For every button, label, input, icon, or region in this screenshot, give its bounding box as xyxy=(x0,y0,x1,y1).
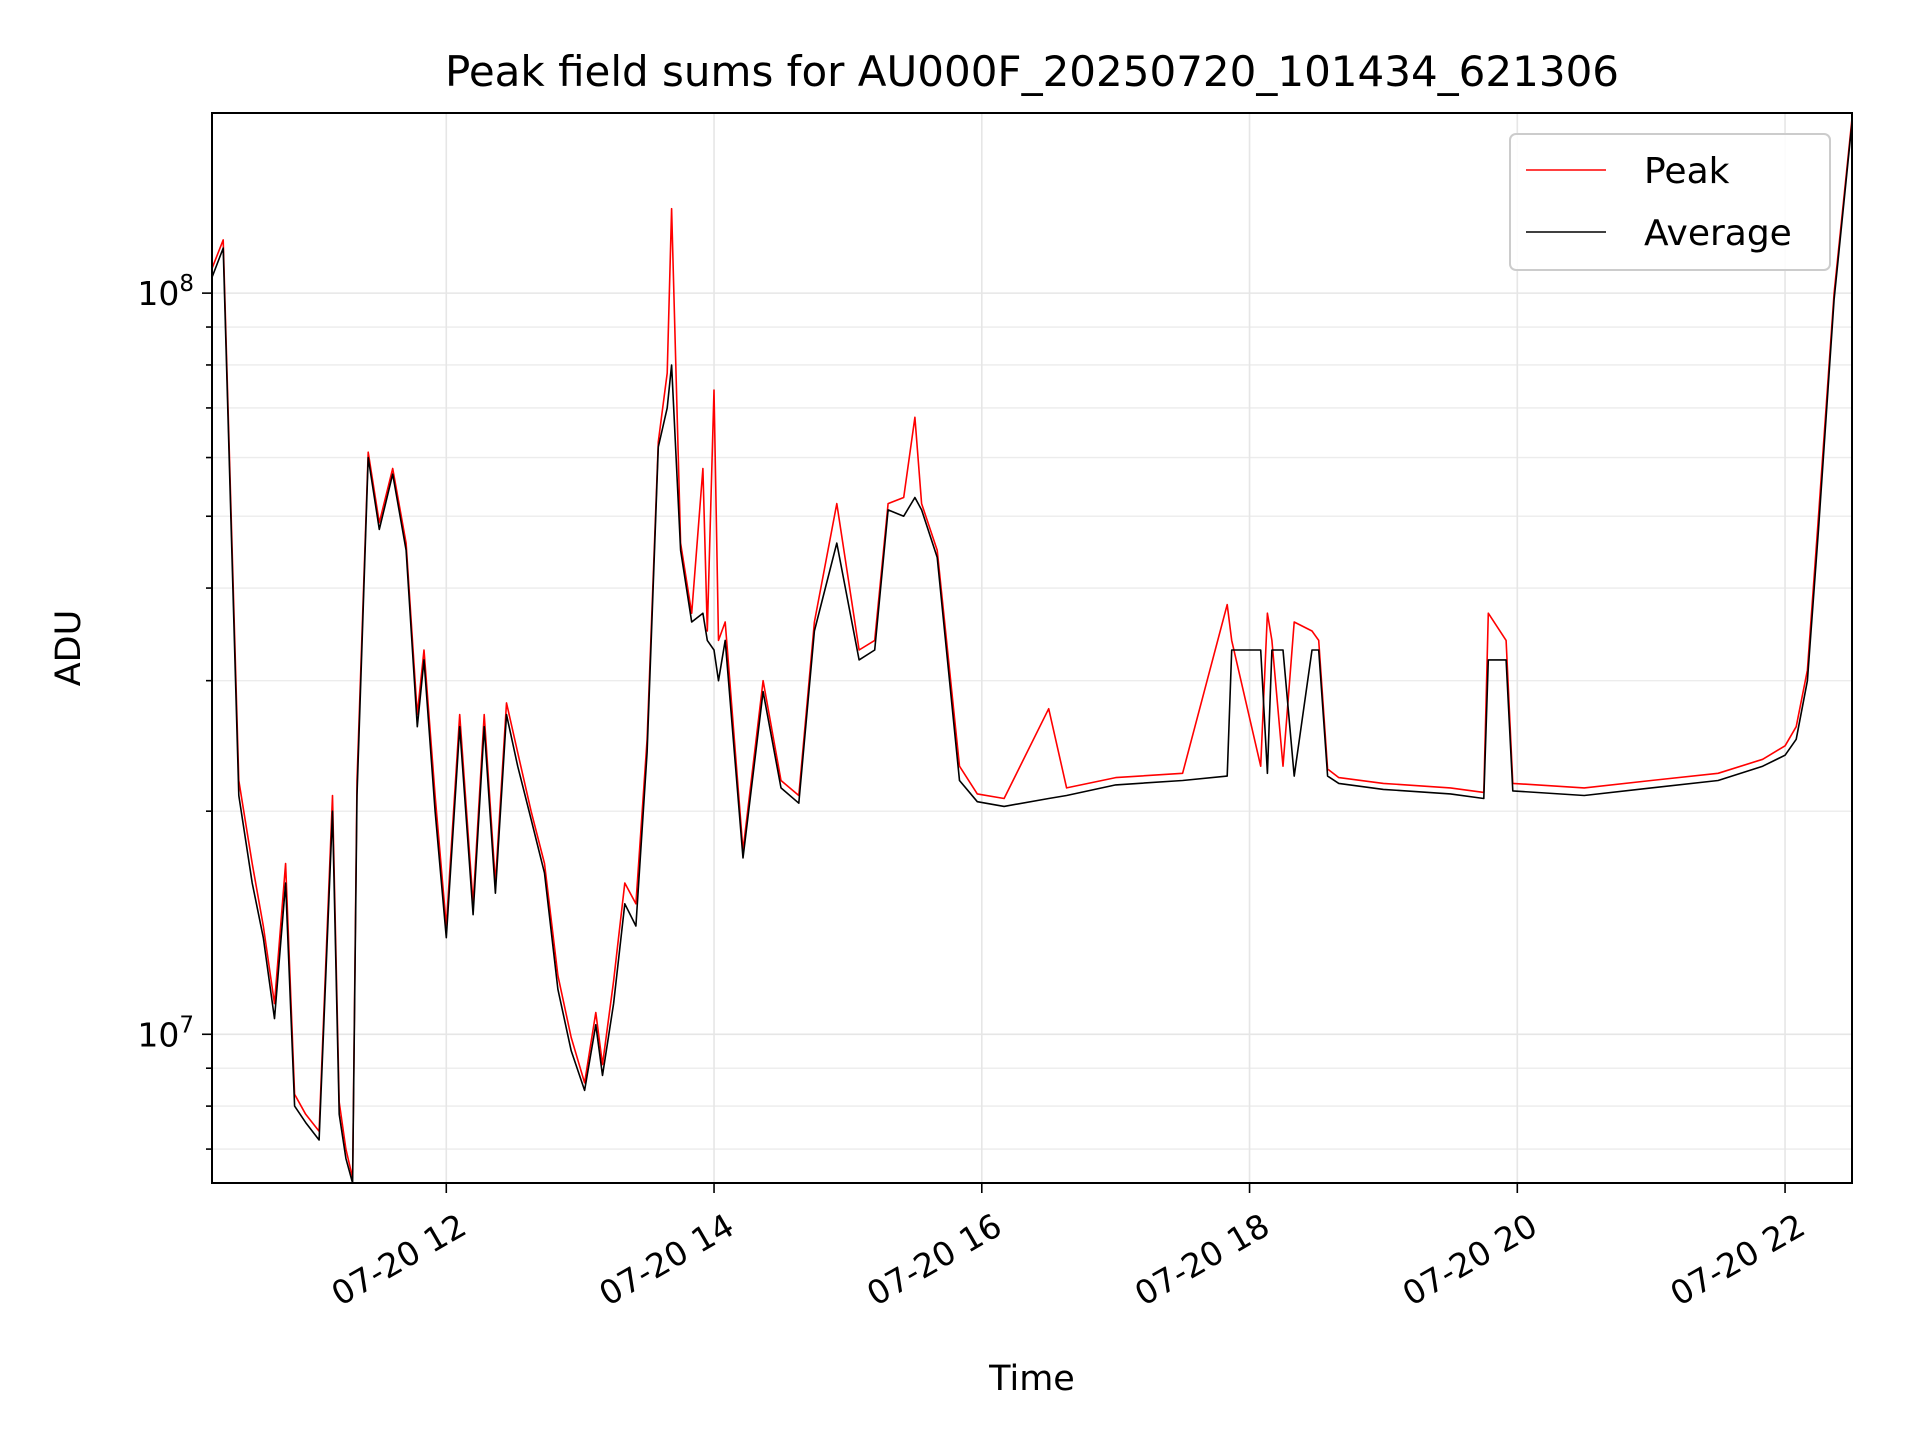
legend-box xyxy=(1509,133,1831,271)
x-tick-label: 07-20 12 xyxy=(325,1206,473,1314)
y-axis-ticks: 107 108 xyxy=(137,271,212,1150)
plot-series xyxy=(211,118,1853,1184)
grid xyxy=(212,113,1852,1183)
series-line-peak xyxy=(211,118,1853,1179)
y-axis-label: ADU xyxy=(49,610,89,687)
plot-frame xyxy=(211,112,1853,1184)
legend-label-average: Average xyxy=(1644,213,1792,254)
x-tick-label: 07-20 20 xyxy=(1396,1206,1544,1314)
y-tick-label: 108 xyxy=(137,271,194,313)
x-axis-ticks: 07-20 12 07-20 14 07-20 16 07-20 18 07-20 20… xyxy=(325,1183,1811,1314)
x-tick-label: 07-20 22 xyxy=(1663,1206,1811,1314)
legend-label-peak: Peak xyxy=(1644,151,1730,192)
legend: Peak Average xyxy=(1509,133,1831,271)
chart-title: Peak field sums for AU000F_20250720_1014… xyxy=(445,47,1619,96)
y-tick-label: 107 xyxy=(137,1012,194,1054)
x-tick-label: 07-20 18 xyxy=(1128,1206,1276,1314)
x-tick-label: 07-20 16 xyxy=(860,1206,1008,1314)
x-tick-label: 07-20 14 xyxy=(592,1206,740,1314)
series-line-average xyxy=(211,122,1853,1184)
x-axis-label: Time xyxy=(988,1359,1075,1399)
